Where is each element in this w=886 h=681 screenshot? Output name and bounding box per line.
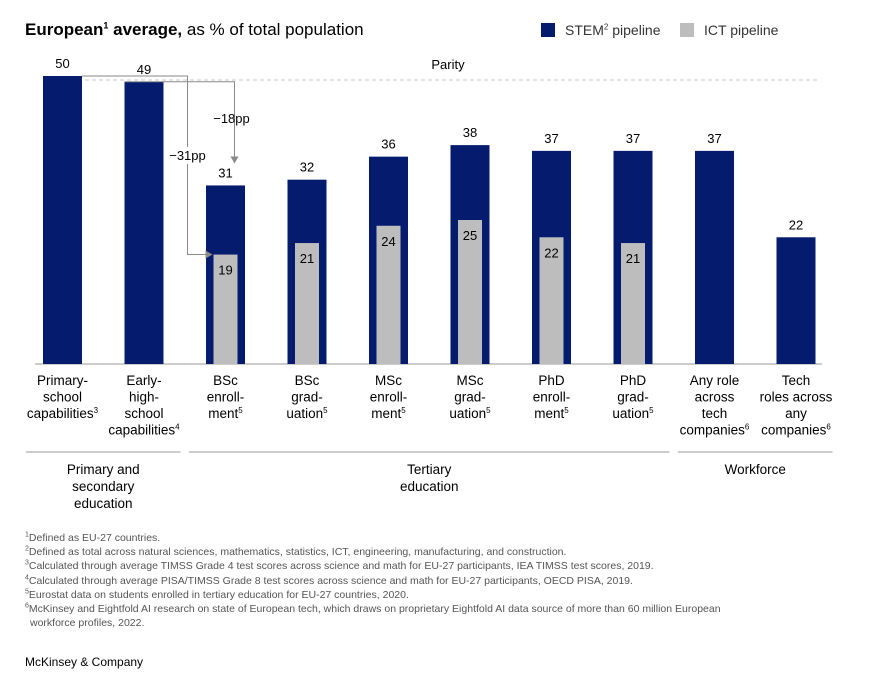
category-label: MSc	[457, 373, 484, 388]
stem-value-label: 37	[707, 131, 721, 146]
category-label: companies6	[680, 423, 750, 438]
ict-value-label: 25	[463, 228, 477, 243]
category-label: school	[124, 406, 163, 421]
title-bold: European	[25, 20, 104, 39]
category-label: any	[785, 406, 807, 421]
stem-value-label: 38	[463, 125, 477, 140]
legend-item-ict: ICT pipeline	[680, 22, 778, 38]
annotation-31pp-label: −31pp	[169, 148, 206, 163]
ict-bar	[539, 237, 564, 364]
category-label: uation5	[612, 406, 654, 421]
group-label: Primary and	[67, 462, 140, 477]
stem-value-label: 31	[218, 165, 232, 180]
category-label: across	[695, 390, 735, 405]
chart-title: European1 average, as % of total populat…	[25, 20, 364, 40]
stem-value-label: 49	[137, 62, 151, 77]
category-label: school	[43, 390, 82, 405]
ict-value-label: 19	[218, 263, 232, 278]
title-bold-rest: average,	[108, 20, 183, 39]
category-label: MSc	[375, 373, 402, 388]
ict-value-label: 21	[300, 251, 314, 266]
category-label: tech	[702, 406, 728, 421]
stem-value-label: 22	[789, 217, 803, 232]
stem-value-label: 36	[381, 137, 395, 152]
category-label: uation5	[286, 406, 328, 421]
stem-value-label: 50	[55, 56, 69, 71]
footnote: 5Eurostat data on students enrolled in t…	[25, 588, 409, 601]
stem-bar	[124, 81, 164, 364]
legend-item-stem: STEM2 pipeline	[541, 22, 661, 38]
category-label: Any role	[690, 373, 740, 388]
category-label: companies6	[761, 423, 831, 438]
category-label: ment5	[534, 406, 569, 421]
category-label: capabilities4	[108, 423, 180, 438]
footnote: 4Calculated through average PISA/TIMSS G…	[25, 574, 633, 587]
category-label: PhD	[538, 373, 565, 388]
stem-value-label: 32	[300, 160, 314, 175]
annotation-18pp-label: −18pp	[213, 111, 250, 126]
category-label: high-	[129, 390, 159, 405]
category-label: BSc	[213, 373, 238, 388]
ict-bar	[458, 220, 482, 364]
category-label: capabilities3	[27, 406, 99, 421]
ict-value-label: 24	[381, 234, 395, 249]
category-label: ment5	[371, 406, 406, 421]
annotation-18pp-arrow	[230, 156, 239, 164]
ict-bar	[376, 225, 401, 364]
ict-value-label: 21	[626, 251, 640, 266]
stem-bar	[43, 76, 82, 364]
footnote: 6McKinsey and Eightfold AI research on s…	[25, 602, 721, 616]
group-label: Workforce	[725, 462, 786, 477]
ict-bar	[621, 243, 645, 364]
category-label: PhD	[620, 373, 647, 388]
stem-bar	[776, 237, 816, 364]
group-label: education	[400, 479, 459, 494]
category-label: enroll-	[207, 390, 245, 405]
annotation-18pp-line	[124, 81, 235, 162]
ict-value-label: 22	[544, 245, 558, 260]
category-label: ment5	[208, 406, 243, 421]
annotation-31pp-arrow	[205, 250, 213, 259]
footnote: 2Defined as total across natural science…	[25, 545, 567, 559]
stem-value-label: 37	[626, 131, 640, 146]
legend-label-stem: STEM2 pipeline	[565, 22, 661, 38]
footnote: workforce profiles, 2022.	[30, 617, 145, 630]
annotation-31pp-line	[82, 75, 212, 256]
bar-chart: Parity 50 49 31 32 36 38 37 37 37 22 19 21 24 25 22 21 −1…	[26, 56, 833, 511]
stem-bar	[695, 150, 734, 364]
stem-value-label: 37	[544, 131, 558, 146]
category-label: enroll-	[533, 390, 571, 405]
title-rest: as % of total population	[182, 20, 364, 39]
legend-swatch-ict	[680, 23, 694, 37]
category-label: Early-	[126, 373, 161, 388]
ict-bar	[295, 243, 319, 364]
group-label: education	[74, 496, 133, 511]
footnote: 1Defined as EU-27 countries.	[25, 531, 161, 545]
group-label: Tertiary	[407, 462, 452, 477]
ict-bar	[213, 254, 238, 364]
category-label: BSc	[295, 373, 320, 388]
category-label: uation5	[449, 406, 491, 421]
footnote: 3Calculated through average TIMSS Grade …	[25, 559, 654, 573]
category-label: Primary-	[37, 373, 88, 388]
legend-swatch-stem	[541, 23, 555, 37]
category-label: enroll-	[370, 390, 408, 405]
annotation-31pp-label-bg	[167, 147, 208, 164]
category-label: grad-	[617, 390, 649, 405]
group-label: secondary	[72, 479, 135, 494]
title-sup: 1	[103, 20, 109, 31]
category-label: roles across	[760, 390, 833, 405]
category-label: grad-	[291, 390, 323, 405]
parity-label: Parity	[431, 57, 465, 72]
brand-name: McKinsey & Company	[25, 655, 144, 669]
footnotes: 1Defined as EU-27 countries. 2Defined as …	[25, 531, 721, 630]
category-label: Tech	[782, 373, 811, 388]
category-label: grad-	[454, 390, 486, 405]
legend-label-ict: ICT pipeline	[704, 22, 779, 38]
